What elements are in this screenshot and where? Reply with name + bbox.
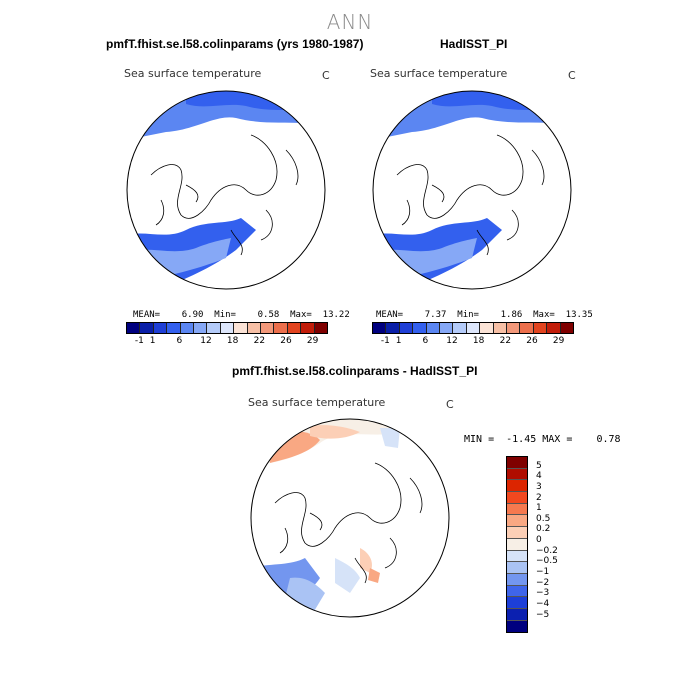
- diff-map: [250, 418, 450, 618]
- colorbar-swatch: [547, 323, 561, 333]
- colorbar-swatch: [153, 323, 168, 333]
- colorbar-label: −2: [536, 577, 550, 588]
- colorbar-label: −4: [536, 598, 550, 609]
- colorbar-swatch: [140, 323, 154, 333]
- colorbar-tick-label: 22: [499, 336, 512, 346]
- colorbar-swatch: [507, 323, 521, 333]
- colorbar-swatch: [507, 492, 527, 504]
- colorbar-swatch: [507, 597, 527, 609]
- colorbar-tick-label: -1: [380, 336, 390, 346]
- colorbar-label: 5: [536, 460, 542, 471]
- colorbar-swatch: [373, 323, 387, 333]
- colorbar-swatch: [274, 323, 288, 333]
- colorbar-swatch: [507, 538, 527, 551]
- diff-stats: MIN = -1.45 MAX = 0.78: [464, 434, 621, 445]
- colorbar-swatch: [207, 323, 221, 333]
- colorbar-tick-label: 26: [280, 336, 292, 346]
- colorbar-swatch: [194, 323, 208, 333]
- colorbar-tick-label: 26: [526, 336, 538, 346]
- colorbar-swatch: [507, 573, 527, 586]
- colorbar-swatch: [234, 323, 248, 333]
- colorbar-swatch: [507, 620, 527, 633]
- colorbar-swatch: [247, 323, 262, 333]
- panel1-title: pmfT.fhist.se.l58.colinparams (yrs 1980-…: [106, 37, 364, 51]
- colorbar-swatch: [314, 323, 328, 333]
- panel1-stats: MEAN= 6.90 Min= 0.58 Max= 13.22: [133, 310, 350, 320]
- colorbar-tick-label: 6: [176, 336, 183, 346]
- colorbar-label: 1: [536, 503, 542, 514]
- colorbar-tick-label: 1: [149, 336, 156, 346]
- colorbar-swatch: [413, 323, 427, 333]
- colorbar-swatch: [386, 323, 400, 333]
- colorbar-label: 0.2: [536, 524, 551, 535]
- colorbar-tick-label: 12: [446, 336, 458, 346]
- colorbar-swatch: [466, 323, 481, 333]
- panel2-stats: MEAN= 7.37 Min= 1.86 Max= 13.35: [376, 310, 593, 320]
- colorbar-label: 4: [536, 471, 542, 482]
- diff-variable: Sea surface temperature: [248, 396, 386, 409]
- colorbar-swatch: [507, 527, 527, 539]
- panel1-colorbar-ticks: -1 1 6 12 18 22 26 29: [126, 336, 326, 348]
- colorbar-label: −0.2: [536, 545, 558, 556]
- colorbar-label: 2: [536, 492, 542, 503]
- colorbar-swatch: [507, 585, 527, 598]
- panel2-map: [372, 90, 572, 290]
- colorbar-swatch: [220, 323, 235, 333]
- colorbar-swatch: [507, 608, 527, 621]
- panel1-unit: C: [322, 69, 330, 82]
- colorbar-label: 0.5: [536, 513, 551, 524]
- colorbar-swatch: [507, 503, 527, 516]
- colorbar-tick-label: 18: [472, 336, 485, 346]
- colorbar-swatch: [167, 323, 181, 333]
- diff-colorbar-labels: 5 4 3 2 1 0.5 0.2 0 −0.2 −0.5 −1 −2 −3 −4 −5: [536, 456, 576, 621]
- colorbar-swatch: [261, 323, 275, 333]
- colorbar-tick-label: 29: [306, 336, 319, 346]
- colorbar-swatch: [507, 480, 527, 493]
- season-title: ANN: [326, 10, 374, 34]
- colorbar-label: −5: [536, 609, 550, 620]
- colorbar-label: 3: [536, 481, 542, 492]
- diff-title: pmfT.fhist.se.l58.colinparams - HadISST_…: [232, 364, 478, 378]
- colorbar-swatch: [507, 468, 527, 481]
- panel2-colorbar-ticks: -1 1 6 12 18 22 26 29: [372, 336, 572, 348]
- colorbar-swatch: [493, 323, 508, 333]
- colorbar-swatch: [287, 323, 302, 333]
- colorbar-swatch: [180, 323, 195, 333]
- colorbar-tick-label: 12: [200, 336, 212, 346]
- diff-unit: C: [446, 398, 454, 411]
- colorbar-swatch: [507, 562, 527, 574]
- colorbar-tick-label: 22: [253, 336, 266, 346]
- panel1-colorbar: [126, 322, 328, 334]
- diff-colorbar: [506, 456, 528, 634]
- panel2-title: HadISST_PI: [440, 37, 508, 51]
- colorbar-swatch: [560, 323, 574, 333]
- colorbar-swatch: [426, 323, 441, 333]
- colorbar-label: −0.5: [536, 556, 558, 567]
- panel2-unit: C: [568, 69, 576, 82]
- colorbar-swatch: [301, 323, 315, 333]
- colorbar-swatch: [453, 323, 467, 333]
- panel1-map: [126, 90, 326, 290]
- panel2-variable: Sea surface temperature: [370, 67, 508, 80]
- colorbar-swatch: [507, 457, 527, 469]
- colorbar-label: 0: [536, 535, 542, 546]
- colorbar-label: −3: [536, 588, 550, 599]
- colorbar-swatch: [520, 323, 534, 333]
- colorbar-swatch: [127, 323, 141, 333]
- colorbar-swatch: [533, 323, 548, 333]
- colorbar-tick-label: 6: [422, 336, 429, 346]
- panel1-variable: Sea surface temperature: [124, 67, 262, 80]
- colorbar-swatch: [399, 323, 414, 333]
- colorbar-tick-label: 1: [395, 336, 402, 346]
- colorbar-tick-label: -1: [134, 336, 144, 346]
- colorbar-swatch: [507, 515, 527, 528]
- colorbar-tick-label: 29: [552, 336, 565, 346]
- colorbar-swatch: [440, 323, 454, 333]
- colorbar-tick-label: 18: [226, 336, 239, 346]
- colorbar-swatch: [480, 323, 494, 333]
- colorbar-label: −1: [536, 567, 550, 578]
- colorbar-swatch: [507, 550, 527, 563]
- panel2-colorbar: [372, 322, 574, 334]
